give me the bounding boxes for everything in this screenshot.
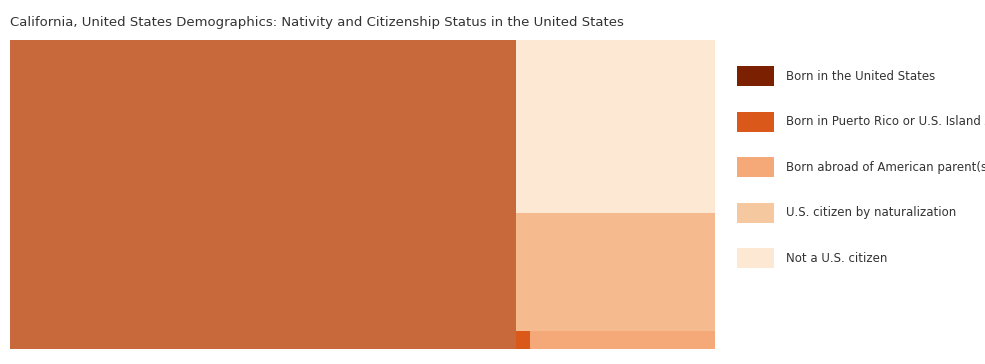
Text: Born in Puerto Rico or U.S. Island Areas: Born in Puerto Rico or U.S. Island Areas: [786, 115, 985, 128]
Text: Born in the United States: Born in the United States: [786, 70, 936, 83]
Bar: [737, 112, 774, 132]
Bar: [515, 40, 715, 213]
Bar: [737, 66, 774, 86]
Bar: [737, 248, 774, 269]
Bar: [515, 213, 715, 332]
Text: California, United States Demographics: Nativity and Citizenship Status in the U: California, United States Demographics: …: [10, 16, 624, 29]
Text: Not a U.S. citizen: Not a U.S. citizen: [786, 252, 887, 265]
Bar: [515, 332, 530, 349]
Text: U.S. citizen by naturalization: U.S. citizen by naturalization: [786, 206, 956, 219]
Text: Born abroad of American parent(s): Born abroad of American parent(s): [786, 161, 985, 174]
Bar: [10, 40, 515, 349]
Bar: [737, 157, 774, 177]
Bar: [530, 332, 715, 339]
Bar: [737, 203, 774, 223]
Bar: [530, 339, 715, 349]
